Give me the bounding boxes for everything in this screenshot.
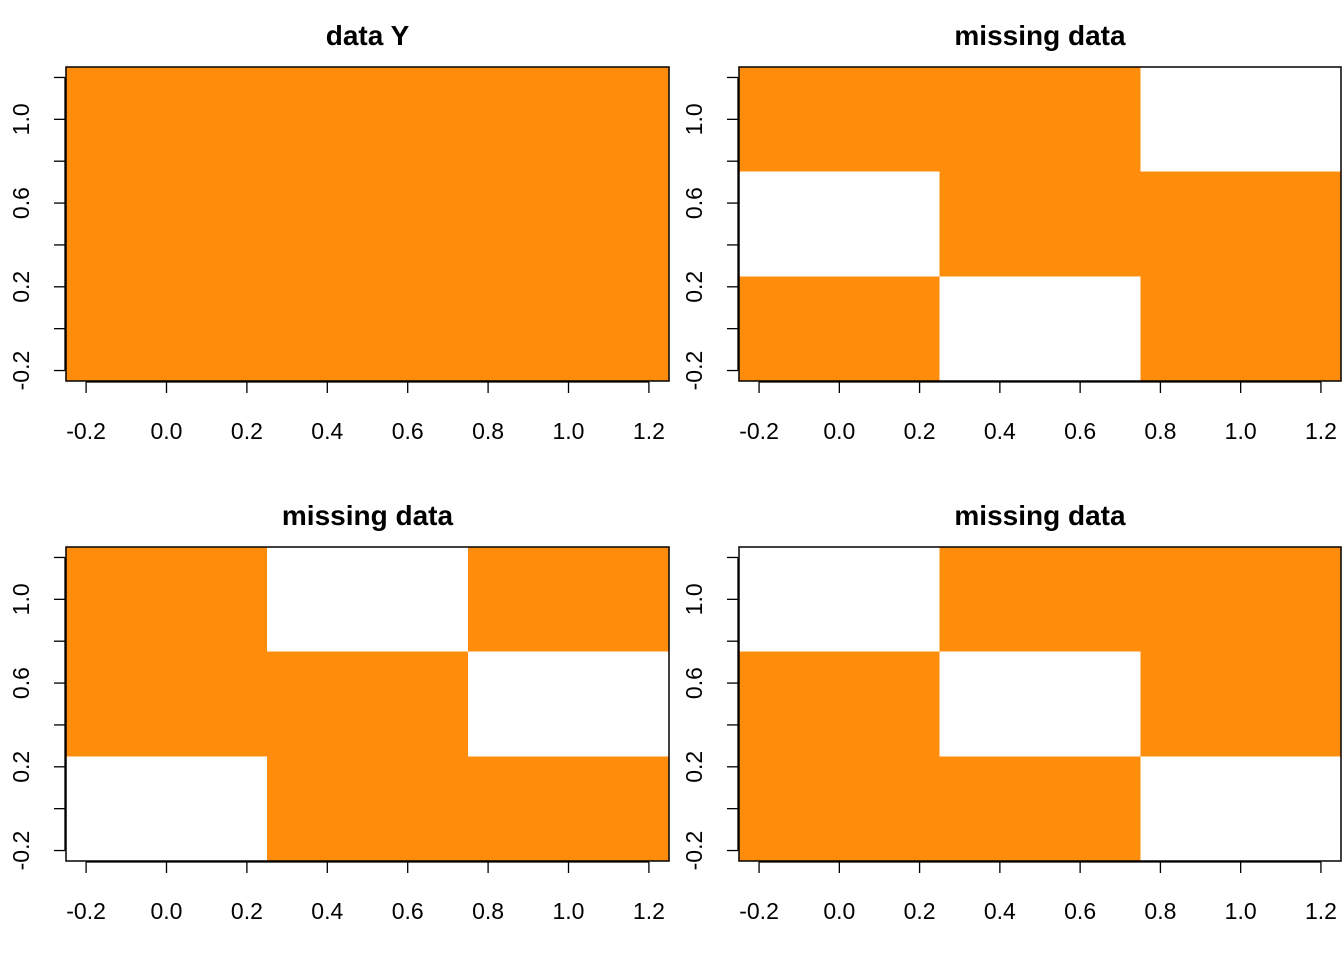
y-tick-label: 0.6 [8,187,34,219]
heatmap-cell-observed [468,547,669,652]
x-tick-label: 1.0 [553,898,585,924]
x-tick-label: 1.0 [553,418,585,444]
x-tick-label: 0.6 [392,418,424,444]
y-tick-label: -0.2 [8,351,34,391]
heatmap-cell-observed [267,651,468,757]
panel-4: missing data -0.2 0.0 0.2 0.4 0.6 0.8 1.0 1.2 -0.… [681,500,1342,924]
y-tick-label: 1.0 [8,103,34,135]
heatmap-cell-missing [66,756,267,861]
heatmap-cell-missing [1140,67,1341,172]
x-tick-label: 1.0 [1225,418,1257,444]
heatmap-cell-observed [267,67,468,172]
x-tick-label: 0.0 [823,418,855,444]
panel-1: data Y -0.2 0.0 0.2 0.4 0.6 0.8 1.0 1.2 -0.2 0.2 0.… [8,20,670,444]
heatmap-cell-observed [267,171,468,277]
x-tick-label: 1.2 [633,418,665,444]
y-tick-label: 0.2 [8,751,34,783]
x-tick-label: 0.4 [984,898,1016,924]
x-tick-label: -0.2 [66,418,106,444]
heatmap-cell-missing [939,276,1141,381]
y-tick-label: 0.6 [8,667,34,699]
x-tick-label: 0.6 [392,898,424,924]
x-tick-label: 0.0 [151,898,183,924]
x-tick-label: 0.0 [151,418,183,444]
heatmap-cell-missing [1140,756,1341,861]
heatmap-cell-missing [468,651,669,757]
x-tick-label: -0.2 [739,898,779,924]
heatmap-cell-observed [468,171,669,277]
heatmap-cell-observed [66,171,267,277]
x-tick-label: 1.2 [633,898,665,924]
x-tick-label: 0.0 [823,898,855,924]
heatmap-cell-observed [66,67,267,172]
heatmap-cell-observed [739,756,940,861]
x-tick-label: 0.8 [1144,418,1176,444]
heatmap-cell-observed [468,67,669,172]
heatmap-cell-observed [739,67,940,172]
y-tick-label: 1.0 [681,103,707,135]
panel-2: missing data -0.2 0.0 0.2 0.4 0.6 0.8 1.0 1.2 -0.… [681,20,1342,444]
panel-title: missing data [954,500,1126,531]
panel-title: missing data [954,20,1126,51]
heatmap-cell-missing [739,171,940,277]
heatmap-cell-missing [267,547,468,652]
panel-title: missing data [282,500,454,531]
x-tick-label: 1.2 [1305,418,1337,444]
heatmap-cell-observed [739,276,940,381]
heatmap-cell-observed [267,276,468,381]
heatmap-cell-observed [939,547,1141,652]
y-tick-label: -0.2 [8,831,34,871]
heatmap-cell-observed [739,651,940,757]
y-tick-label: 0.6 [681,187,707,219]
heatmap-cell-observed [939,67,1141,172]
x-tick-label: 0.2 [231,418,263,444]
x-tick-label: 0.2 [904,898,936,924]
y-tick-label: 0.6 [681,667,707,699]
x-tick-label: 1.2 [1305,898,1337,924]
x-tick-label: 0.4 [311,898,343,924]
plot-border [738,546,1342,862]
x-tick-label: 0.6 [1064,418,1096,444]
y-tick-label: 0.2 [8,271,34,303]
y-tick-label: -0.2 [681,831,707,871]
x-tick-label: 0.4 [984,418,1016,444]
x-tick-label: -0.2 [66,898,106,924]
heatmap-cell-observed [1140,276,1341,381]
heatmap-cell-observed [1140,651,1341,757]
x-tick-label: 0.2 [231,898,263,924]
y-tick-label: 1.0 [681,583,707,615]
heatmap-cell-observed [66,651,267,757]
x-tick-label: -0.2 [739,418,779,444]
heatmap-cell-observed [939,756,1141,861]
panel-3: missing data -0.2 0.0 0.2 0.4 0.6 0.8 1.0 1.2 -0.… [8,500,670,924]
x-tick-label: 0.8 [472,418,504,444]
x-tick-label: 0.2 [904,418,936,444]
y-tick-label: 0.2 [681,271,707,303]
heatmap-cell-observed [939,171,1141,277]
heatmap-cell-observed [66,547,267,652]
heatmap-cell-observed [1140,171,1341,277]
plot-border [65,66,670,382]
plot-border [65,546,670,862]
x-tick-label: 0.8 [472,898,504,924]
heatmap-cell-observed [1140,547,1341,652]
heatmap-cell-missing [939,651,1141,757]
y-tick-label: -0.2 [681,351,707,391]
x-tick-label: 0.4 [311,418,343,444]
heatmap-cell-observed [66,276,267,381]
y-tick-label: 0.2 [681,751,707,783]
heatmap-cell-observed [468,276,669,381]
panel-title: data Y [326,20,410,51]
x-tick-label: 0.8 [1144,898,1176,924]
plot-border [738,66,1342,382]
heatmap-cell-observed [468,756,669,861]
x-tick-label: 0.6 [1064,898,1096,924]
heatmap-cell-missing [739,547,940,652]
heatmap-cell-observed [267,756,468,861]
x-tick-label: 1.0 [1225,898,1257,924]
y-tick-label: 1.0 [8,583,34,615]
